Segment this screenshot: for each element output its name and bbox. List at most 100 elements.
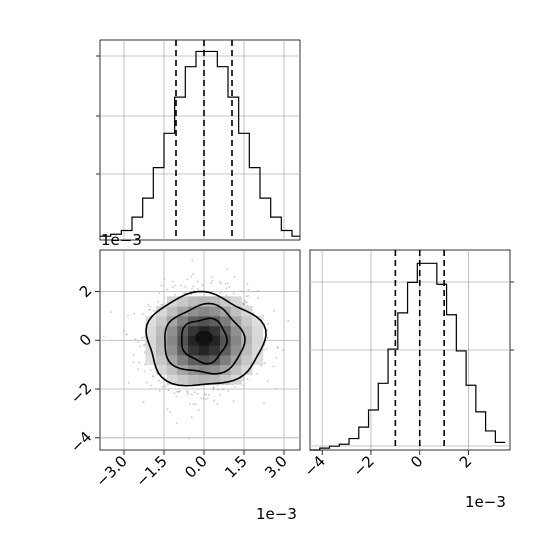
- scatter-point: [260, 364, 263, 367]
- scatter-point: [177, 390, 180, 393]
- scatter-point: [275, 357, 278, 359]
- scatter-point: [206, 397, 209, 400]
- scatter-point: [163, 278, 166, 281]
- scatter-point: [232, 400, 235, 403]
- heatmap-cell: [198, 296, 210, 307]
- scatter-point: [184, 285, 187, 288]
- heatmap-cell: [156, 345, 168, 356]
- scatter-point: [216, 403, 219, 405]
- scatter-point: [217, 384, 219, 387]
- scatter-point: [226, 268, 228, 271]
- scatter-point: [190, 393, 193, 396]
- scatter-point: [190, 416, 193, 418]
- heatmap-cell: [252, 325, 264, 336]
- scatter-point: [212, 388, 215, 391]
- scatter-point: [142, 401, 145, 404]
- heatmap-cell: [156, 354, 168, 366]
- scatter-point: [139, 345, 142, 347]
- heatmap-cell: [188, 296, 200, 307]
- scatter-point: [178, 390, 181, 392]
- scatter-point: [166, 288, 169, 291]
- heatmap-cell: [230, 335, 242, 346]
- scatter-point: [256, 373, 258, 375]
- density-2d-contours: [145, 290, 267, 387]
- scatter-point: [211, 276, 213, 279]
- heatmap-cell: [209, 296, 221, 307]
- scatter-point: [227, 389, 230, 392]
- heatmap-cell: [166, 354, 178, 366]
- heatmap-cell: [156, 306, 168, 317]
- scatter-point: [193, 289, 196, 292]
- scatter-point: [196, 280, 199, 283]
- heatmap-cell: [188, 354, 200, 366]
- scatter-point: [275, 387, 278, 390]
- scatter-point: [143, 344, 145, 346]
- heatmap-cell: [188, 306, 200, 317]
- scatter-point: [132, 361, 135, 364]
- heatmap-cell: [198, 315, 210, 327]
- scatter-point: [243, 299, 246, 302]
- scatter-point: [257, 289, 259, 292]
- scatter-point: [287, 319, 290, 322]
- scatter-point: [186, 390, 189, 393]
- scatter-point: [186, 278, 189, 281]
- scatter-point: [137, 341, 140, 343]
- heatmap-cell: [252, 354, 264, 366]
- scatter-point: [227, 282, 229, 285]
- heatmap-cell: [177, 354, 189, 366]
- scatter-point: [187, 393, 190, 396]
- heatmap-cell: [252, 335, 264, 346]
- scatter-point: [169, 410, 172, 413]
- heatmap-cell: [241, 354, 253, 366]
- scatter-point: [152, 309, 155, 312]
- heatmap-cell: [220, 354, 232, 366]
- heatmap-cell: [156, 325, 168, 336]
- heatmap-cell: [198, 325, 210, 336]
- scatter-point: [243, 303, 246, 306]
- heatmap-cell: [198, 306, 210, 317]
- scatter-point: [143, 336, 146, 338]
- scatter-point: [134, 338, 137, 341]
- heatmap-cell: [230, 306, 242, 317]
- scatter-point: [212, 386, 215, 389]
- density-2d-x-offset-label: 1e−3: [256, 505, 297, 523]
- scatter-point: [201, 284, 204, 286]
- scatter-point: [198, 408, 200, 411]
- scatter-point: [202, 397, 205, 400]
- scatter-point: [224, 283, 227, 285]
- scatter-point: [192, 403, 195, 406]
- heatmap-cell: [220, 315, 232, 327]
- right-histogram-step-line: [310, 262, 506, 451]
- heatmap-cell: [188, 335, 200, 346]
- scatter-point: [183, 292, 186, 294]
- scatter-point: [191, 259, 194, 262]
- heatmap-cell: [145, 335, 157, 346]
- scatter-point: [218, 281, 221, 283]
- right-histogram-x-offset-label: 1e−3: [465, 493, 506, 511]
- scatter-point: [149, 305, 152, 308]
- scatter-point: [123, 329, 125, 332]
- scatter-point: [133, 312, 136, 315]
- scatter-point: [174, 284, 176, 287]
- scatter-point: [266, 380, 269, 383]
- scatter-point: [240, 290, 243, 292]
- scatter-point: [242, 302, 244, 305]
- scatter-point: [242, 384, 245, 387]
- heatmap-cell: [220, 325, 232, 336]
- scatter-point: [217, 388, 219, 391]
- scatter-point: [171, 286, 174, 289]
- heatmap-cell: [166, 374, 178, 385]
- scatter-point: [132, 354, 135, 356]
- heatmap-cell: [188, 325, 200, 336]
- heatmap-cell: [188, 374, 200, 385]
- scatter-point: [246, 304, 249, 307]
- heatmap-cell: [166, 345, 178, 356]
- scatter-point: [180, 284, 182, 287]
- scatter-point: [210, 282, 213, 285]
- scatter-point: [192, 285, 195, 288]
- scatter-point: [143, 351, 146, 354]
- scatter-point: [158, 292, 161, 295]
- heatmap-cell: [145, 325, 157, 336]
- scatter-point: [167, 389, 170, 392]
- contour-line: [164, 302, 246, 375]
